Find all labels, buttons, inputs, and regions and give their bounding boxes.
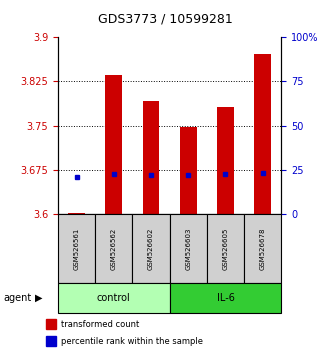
Bar	[244, 214, 281, 283]
Bar	[58, 283, 169, 313]
Bar	[132, 214, 169, 283]
Bar	[207, 214, 244, 283]
Text: GSM526602: GSM526602	[148, 228, 154, 270]
Text: agent: agent	[3, 293, 31, 303]
Bar	[46, 336, 56, 346]
Text: GSM526678: GSM526678	[260, 227, 266, 270]
Text: percentile rank within the sample: percentile rank within the sample	[61, 337, 203, 346]
Text: GDS3773 / 10599281: GDS3773 / 10599281	[98, 12, 233, 25]
Text: GSM526605: GSM526605	[222, 228, 228, 270]
Text: transformed count: transformed count	[61, 320, 139, 329]
Bar	[58, 214, 95, 283]
Bar	[254, 54, 271, 214]
Text: GSM526603: GSM526603	[185, 227, 191, 270]
Text: ▶: ▶	[35, 293, 42, 303]
Text: control: control	[97, 293, 131, 303]
Bar	[105, 75, 122, 214]
Bar	[169, 283, 281, 313]
Text: GSM526562: GSM526562	[111, 228, 117, 270]
Bar	[68, 213, 85, 214]
Bar	[46, 319, 56, 329]
Bar	[217, 107, 234, 214]
Bar	[180, 127, 197, 214]
Text: GSM526561: GSM526561	[73, 228, 79, 270]
Bar	[95, 214, 132, 283]
Bar	[143, 101, 160, 214]
Text: IL-6: IL-6	[216, 293, 234, 303]
Bar	[169, 214, 207, 283]
